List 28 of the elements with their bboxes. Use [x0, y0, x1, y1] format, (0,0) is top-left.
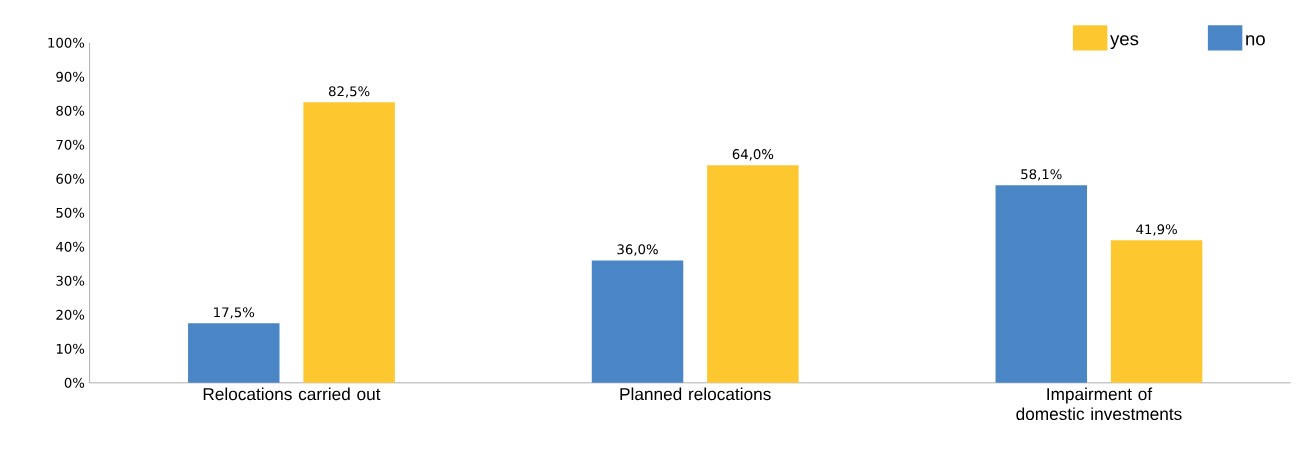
bar: [995, 185, 1088, 383]
legend-label: no: [1246, 34, 1265, 46]
bar: [591, 260, 684, 383]
x-tick-label: Planned relocations: [620, 387, 771, 400]
data-label: 58,1%: [1021, 168, 1062, 181]
data-label: 17,5%: [214, 307, 255, 319]
x-tick-label: Relocations carried out: [203, 387, 381, 400]
bar: [707, 164, 799, 383]
y-tick-label: 50%: [56, 207, 85, 218]
y-tick-label: 70%: [56, 139, 85, 150]
bar: [188, 323, 280, 383]
data-label: 64,0%: [732, 148, 774, 161]
bar: [303, 102, 395, 383]
data-label: 41,9%: [1136, 224, 1177, 236]
y-tick-label: 40%: [56, 241, 85, 252]
y-tick-label: 90%: [56, 71, 85, 82]
bar: [1110, 240, 1203, 383]
legend-label: yes: [1110, 34, 1139, 49]
y-tick-label: 100%: [48, 37, 85, 48]
data-label: 36,0%: [617, 244, 658, 256]
y-tick-label: 20%: [56, 309, 85, 320]
x-tick-label: Impairment of domestic investments: [1016, 387, 1182, 420]
data-label: 82,5%: [328, 85, 370, 98]
y-tick-label: 10%: [56, 343, 85, 354]
y-tick-label: 60%: [56, 173, 85, 184]
y-tick-label: 30%: [56, 275, 85, 286]
y-tick-label: 80%: [56, 105, 85, 116]
y-tick-label: 0%: [64, 377, 85, 388]
